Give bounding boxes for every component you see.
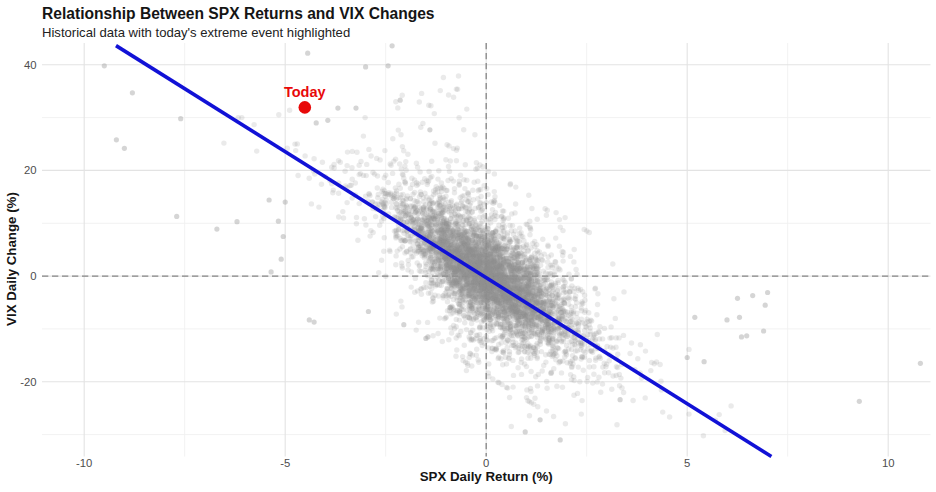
svg-text:5: 5 [684,457,690,469]
svg-text:0: 0 [483,457,489,469]
svg-text:SPX Daily Return (%): SPX Daily Return (%) [420,469,553,484]
svg-text:Today: Today [284,84,326,100]
svg-text:VIX Daily Change (%): VIX Daily Change (%) [4,192,19,326]
svg-text:20: 20 [24,164,37,176]
svg-text:Relationship Between SPX Retur: Relationship Between SPX Returns and VIX… [42,5,435,22]
svg-text:0: 0 [30,270,36,282]
svg-text:-5: -5 [280,457,290,469]
svg-text:40: 40 [24,59,37,71]
svg-text:Historical data with today's e: Historical data with today's extreme eve… [42,25,350,40]
svg-text:-20: -20 [20,376,36,388]
svg-text:-10: -10 [76,457,92,469]
svg-text:10: 10 [882,457,895,469]
